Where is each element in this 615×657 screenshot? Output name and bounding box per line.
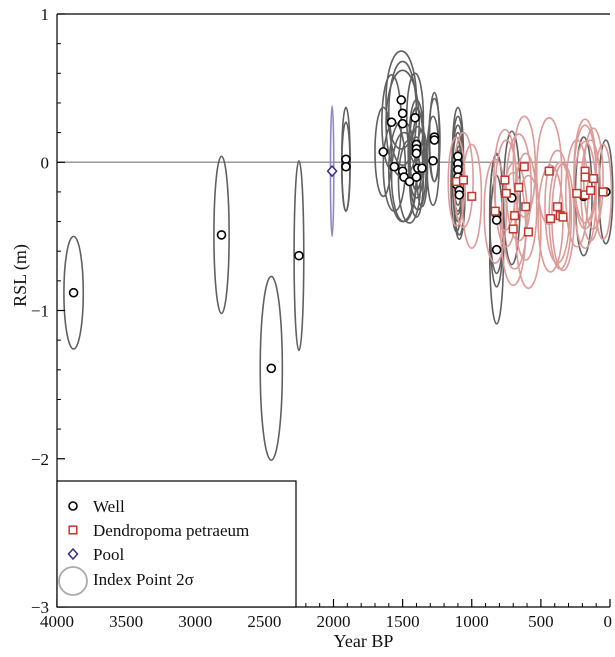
well-point	[428, 155, 438, 166]
well-point	[491, 244, 502, 255]
dendropoma-point	[572, 188, 582, 198]
dendropoma-point	[467, 191, 477, 201]
x-tick-label: 0	[604, 612, 613, 631]
uncertainty-ellipse	[213, 155, 230, 315]
uncertainty-ellipse	[513, 152, 538, 261]
legend-square-swatch	[68, 525, 78, 535]
dendropoma-point	[501, 188, 511, 198]
well-point	[396, 95, 407, 105]
dendropoma-point	[580, 172, 590, 182]
dendropoma-point	[558, 212, 568, 222]
well-point	[341, 161, 351, 172]
x-tick-label: 3500	[109, 612, 143, 631]
x-tick-label: 3000	[178, 612, 212, 631]
x-tick-label: 4000	[40, 612, 74, 631]
x-tick-label: 2500	[247, 612, 281, 631]
dendropoma-point	[523, 227, 533, 237]
dendropoma-point	[552, 202, 563, 212]
well-point	[397, 108, 408, 119]
well-point	[411, 172, 422, 182]
dendropoma-point	[514, 182, 524, 193]
uncertainty-ellipse	[512, 115, 537, 218]
legend-circle-swatch	[68, 501, 78, 511]
uncertainty-ellipse	[426, 115, 441, 207]
uncertainty-ellipse-layer	[63, 50, 614, 462]
x-tick-label: 1500	[386, 612, 420, 631]
legend: Well Dendropoma petraeum Pool Index Point 2…	[56, 480, 297, 608]
uncertainty-ellipse	[63, 235, 85, 350]
uncertainty-ellipse	[407, 108, 426, 199]
legend-label: Well	[93, 497, 125, 516]
x-axis-title: Year BP	[334, 631, 394, 651]
well-point	[454, 190, 465, 200]
uncertainty-ellipse	[259, 275, 284, 462]
well-point	[429, 135, 440, 145]
x-tick-label: 2000	[317, 612, 351, 631]
dendropoma-point	[588, 174, 598, 184]
well-point	[410, 112, 420, 123]
x-tick-label: 500	[528, 612, 554, 631]
dendropoma-point	[490, 206, 500, 216]
pool-point	[326, 165, 338, 178]
uncertainty-ellipse	[405, 72, 425, 164]
legend-label: Index Point 2σ	[93, 570, 194, 589]
well-point	[417, 163, 427, 173]
y-tick-label: −3	[31, 598, 49, 617]
uncertainty-ellipse	[408, 106, 425, 192]
well-point	[216, 230, 227, 240]
legend-ellipse-swatch	[58, 566, 88, 596]
well-point	[404, 176, 415, 187]
data-marker-layer	[68, 95, 611, 374]
legend-diamond-swatch	[67, 547, 79, 561]
well-point	[294, 250, 304, 261]
well-point	[389, 161, 400, 172]
y-tick-label: 1	[41, 5, 50, 24]
well-point	[378, 147, 389, 157]
dendropoma-point	[519, 162, 529, 172]
y-tick-label: −1	[31, 302, 49, 321]
well-point	[68, 287, 79, 298]
y-tick-label: 0	[41, 153, 50, 172]
x-tick-label: 1000	[455, 612, 489, 631]
legend-box	[56, 480, 297, 608]
uncertainty-ellipse	[428, 97, 441, 183]
well-point	[386, 117, 397, 128]
well-point	[266, 363, 277, 374]
uncertainty-ellipse	[494, 139, 519, 248]
legend-label: Dendropoma petraeum	[93, 521, 249, 540]
dendropoma-point	[598, 187, 608, 197]
legend-label: Pool	[93, 545, 124, 564]
dendropoma-point	[508, 224, 518, 234]
y-tick-label: −2	[31, 450, 49, 469]
well-point	[411, 148, 422, 159]
well-point	[397, 118, 408, 129]
y-axis-title: RSL (m)	[10, 244, 31, 307]
dendropoma-point	[521, 202, 531, 212]
dendropoma-point	[546, 214, 556, 224]
uncertainty-ellipse	[293, 159, 305, 352]
dendropoma-point	[510, 211, 520, 221]
dendropoma-point	[500, 175, 510, 185]
dendropoma-point	[586, 185, 596, 195]
well-point	[491, 215, 502, 225]
dendropoma-point	[458, 175, 469, 185]
uncertainty-ellipse	[374, 106, 393, 198]
dendropoma-point	[544, 166, 554, 176]
uncertainty-ellipse	[505, 133, 532, 242]
